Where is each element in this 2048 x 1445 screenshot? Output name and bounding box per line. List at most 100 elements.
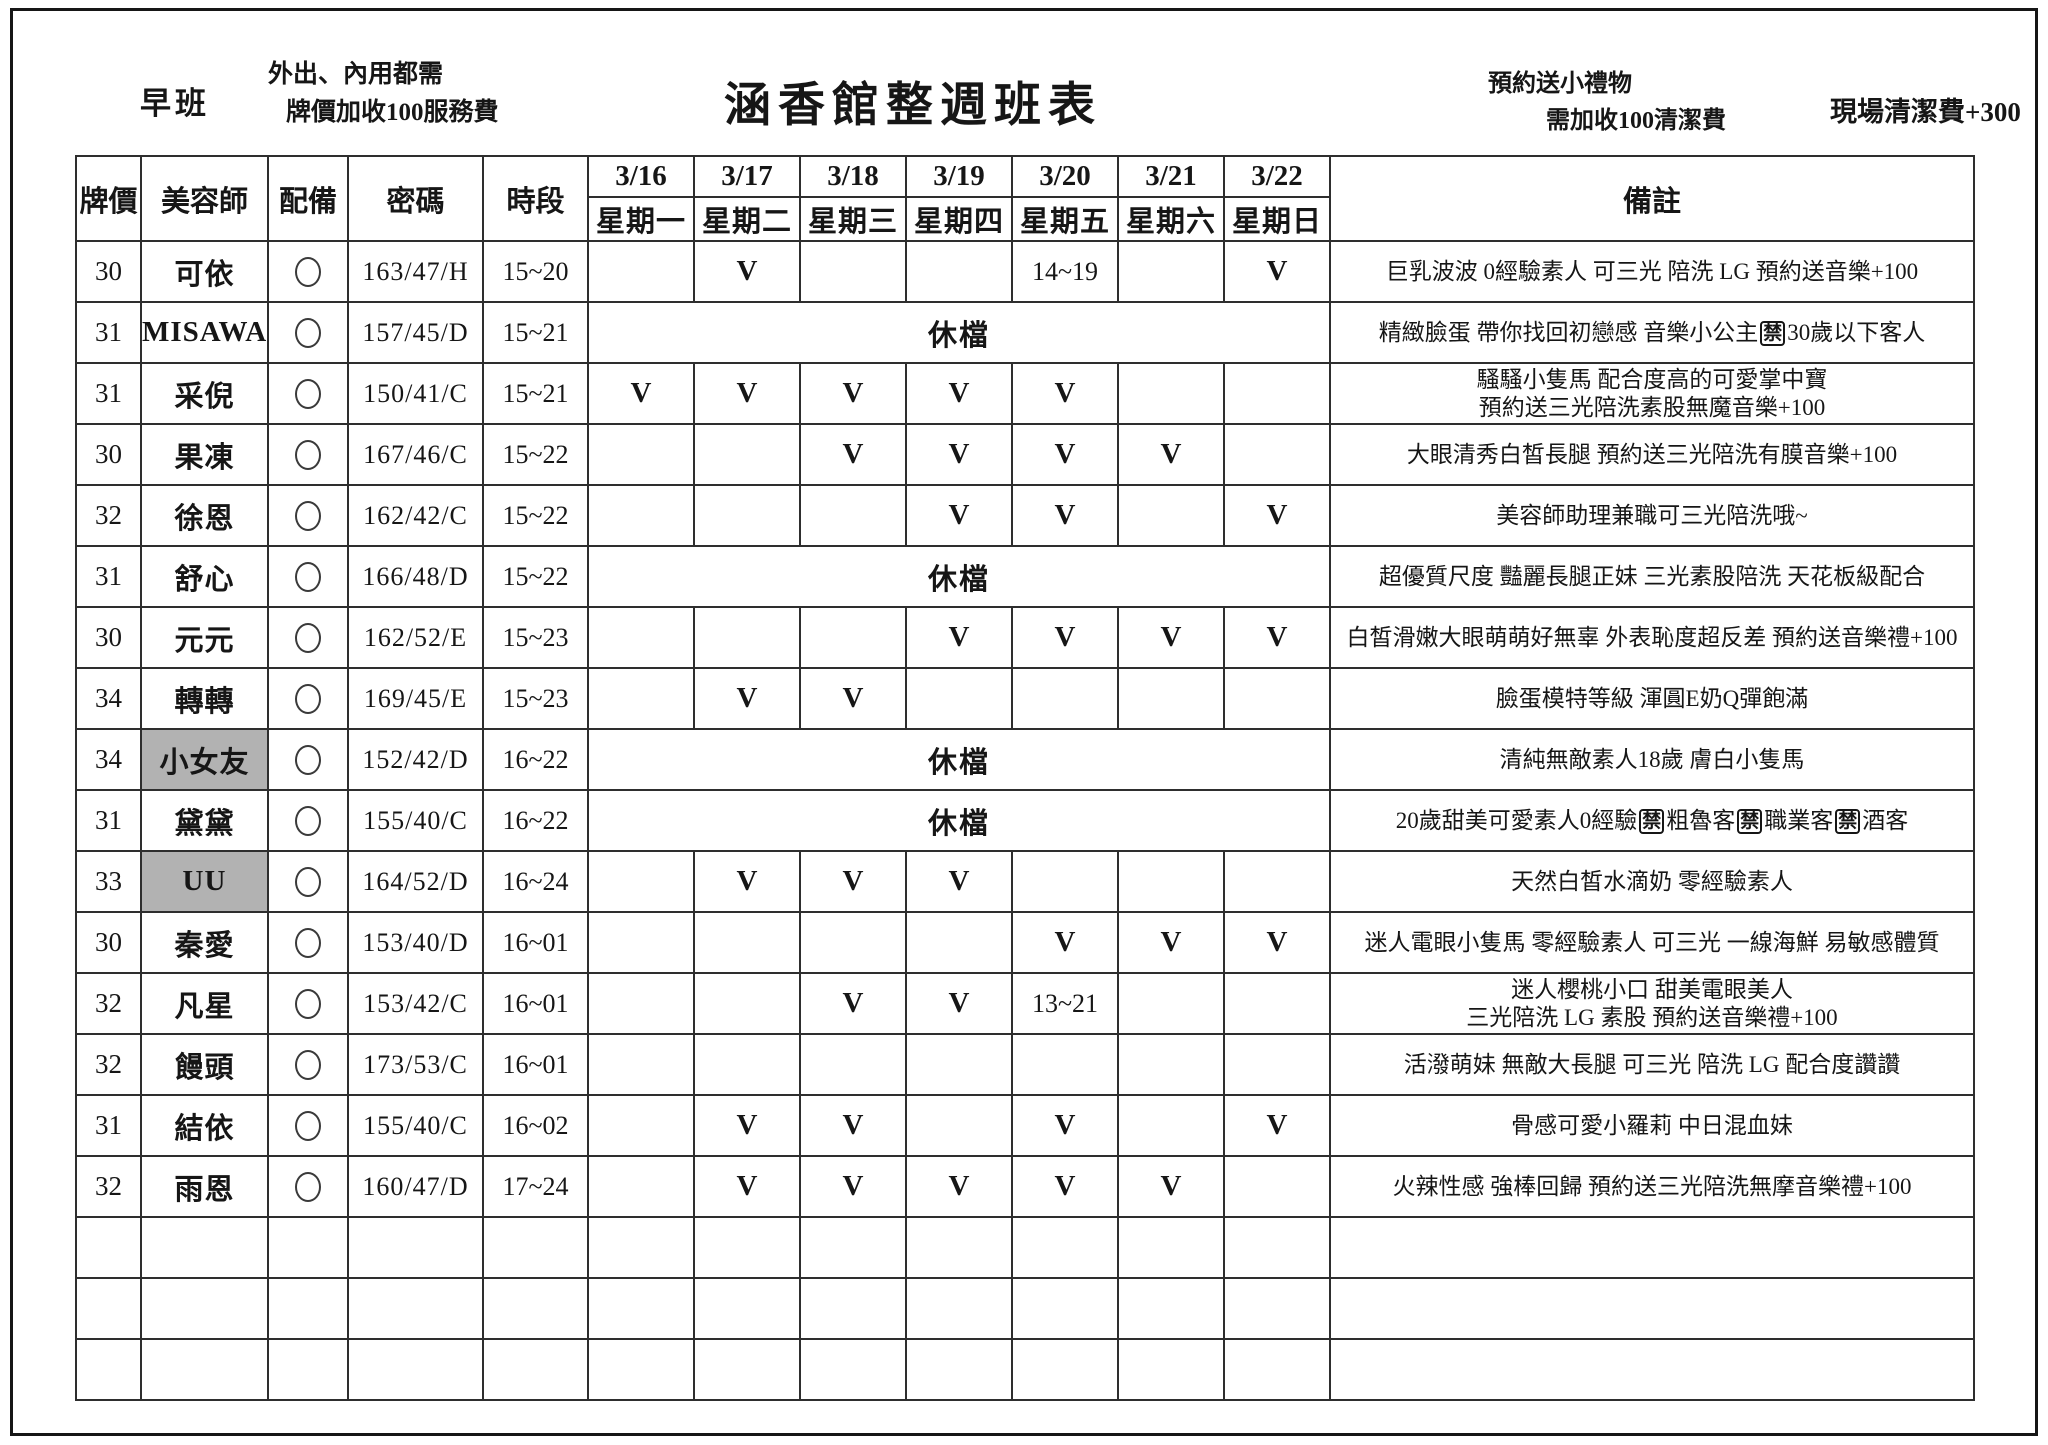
day-cell: 13~21 (1011, 972, 1119, 1035)
beautician-name-cell: 秦愛 (140, 911, 269, 974)
day-header-weekday: 星期一 (587, 196, 695, 242)
empty-cell (799, 1338, 907, 1401)
day-cell (799, 240, 907, 303)
col-header-price: 牌價 (75, 155, 142, 242)
code-cell: 164/52/D (347, 850, 484, 913)
remark-cell: 活潑萌妹 無敵大長腿 可三光 陪洗 LG 配合度讚讚 (1329, 1033, 1975, 1096)
day-cell: V (1011, 1094, 1119, 1157)
table-body: 30 可依 163/47/H 15~20 V 14~19 V 巨乳波波 0經驗素人 可三光 陪… (75, 240, 1975, 1401)
time-cell: 16~24 (482, 850, 589, 913)
service-fee-note-line2: 牌價加收100服務費 (286, 99, 499, 126)
day-cell: V (1117, 423, 1225, 486)
day-cell: V (905, 850, 1013, 913)
price-cell: 30 (75, 606, 142, 669)
equipment-cell (267, 1094, 349, 1157)
empty-cell (693, 1338, 801, 1401)
price-cell: 30 (75, 911, 142, 974)
day-cell (587, 1155, 695, 1218)
remark-line: 超優質尺度 豔麗長腿正妹 三光素股陪洗 天花板級配合 (1378, 563, 1926, 589)
check-mark: V (1054, 1170, 1076, 1202)
check-mark: V (842, 682, 864, 714)
table-row: 30 元元 162/52/E 15~23 V V V V 白皙滑嫩大眼萌萌好無辜 外表恥度超反差… (75, 606, 1975, 669)
check-mark: V (842, 987, 864, 1019)
day-cell (799, 484, 907, 547)
check-mark: V (842, 1170, 864, 1202)
day-cell (587, 667, 695, 730)
day-cell: V (1011, 911, 1119, 974)
day-cell (1223, 1155, 1331, 1218)
empty-cell (267, 1277, 349, 1340)
beautician-name-cell: 元元 (140, 606, 269, 669)
empty-cell (1223, 1338, 1331, 1401)
remark-cell: 火辣性感 強棒回歸 預約送三光陪洗無摩音樂禮+100 (1329, 1155, 1975, 1218)
time-cell: 16~02 (482, 1094, 589, 1157)
code-cell: 173/53/C (347, 1033, 484, 1096)
check-mark: V (736, 377, 758, 409)
day-header-weekday: 星期日 (1223, 196, 1331, 242)
day-cell (587, 240, 695, 303)
time-cell: 16~01 (482, 972, 589, 1035)
remark-cell: 精緻臉蛋 帶你找回初戀感 音樂小公主禁 30歲以下客人 (1329, 301, 1975, 364)
time-cell: 16~01 (482, 911, 589, 974)
check-mark: V (1054, 377, 1076, 409)
empty-cell (1329, 1338, 1975, 1401)
remark-line: 騷騷小隻馬 配合度高的可愛掌中寶 (1476, 366, 1828, 392)
day-cell (587, 1094, 695, 1157)
circle-icon (295, 622, 321, 653)
equipment-cell (267, 423, 349, 486)
day-cell: V (905, 362, 1013, 425)
day-cell (1011, 1033, 1119, 1096)
day-cell: V (1011, 362, 1119, 425)
circle-icon (295, 378, 321, 409)
code-cell: 152/42/D (347, 728, 484, 791)
day-cell: V (799, 850, 907, 913)
beautician-name-cell: 凡星 (140, 972, 269, 1035)
remark-cell: 清純無敵素人18歲 膚白小隻馬 (1329, 728, 1975, 791)
beautician-name-cell: 果凍 (140, 423, 269, 486)
circle-icon (295, 439, 321, 470)
remark-line: 火辣性感 強棒回歸 預約送三光陪洗無摩音樂禮+100 (1392, 1173, 1912, 1199)
remark-cell: 臉蛋模特等級 渾圓E奶Q彈飽滿 (1329, 667, 1975, 730)
day-cell: V (1011, 606, 1119, 669)
circle-icon (295, 1049, 321, 1080)
day-cell (905, 911, 1013, 974)
check-mark: V (842, 438, 864, 470)
price-cell: 32 (75, 484, 142, 547)
day-cell: V (1117, 606, 1225, 669)
day-cell: 14~19 (1011, 240, 1119, 303)
empty-row (75, 1338, 1975, 1401)
equipment-cell (267, 240, 349, 303)
day-cell (1223, 362, 1331, 425)
day-cell: V (799, 423, 907, 486)
code-cell: 162/42/C (347, 484, 484, 547)
equipment-cell (267, 606, 349, 669)
circle-icon (295, 866, 321, 897)
check-mark: V (1266, 499, 1288, 531)
day-header-weekday: 星期六 (1117, 196, 1225, 242)
equipment-cell (267, 484, 349, 547)
remark-line: 20歲甜美可愛素人0經驗禁粗魯客禁職業客禁酒客 (1395, 807, 1909, 834)
check-mark: V (736, 865, 758, 897)
equipment-cell (267, 301, 349, 364)
equipment-cell (267, 789, 349, 852)
day-cell: V (1011, 1155, 1119, 1218)
empty-cell (693, 1216, 801, 1279)
code-cell: 169/45/E (347, 667, 484, 730)
remark-line: 迷人電眼小隻馬 零經驗素人 可三光 一線海鮮 易敏感體質 (1364, 929, 1940, 955)
table-row: 31 采倪 150/41/C 15~21 V V V V V 騷騷小隻馬 配合度高的可愛掌中寶 預約… (75, 362, 1975, 425)
day-cell: V (799, 667, 907, 730)
circle-icon (295, 256, 321, 287)
equipment-cell (267, 850, 349, 913)
circle-icon (295, 561, 321, 592)
empty-cell (140, 1216, 269, 1279)
empty-cell (1117, 1338, 1225, 1401)
beautician-name-cell: UU (140, 850, 269, 913)
remark-cell: 天然白皙水滴奶 零經驗素人 (1329, 850, 1975, 913)
remark-line: 天然白皙水滴奶 零經驗素人 (1511, 868, 1793, 894)
remark-line: 三光陪洗 LG 素股 預約送音樂禮+100 (1466, 1004, 1838, 1030)
day-cell (587, 911, 695, 974)
time-cell: 15~21 (482, 301, 589, 364)
code-cell: 157/45/D (347, 301, 484, 364)
day-cell (799, 1033, 907, 1096)
empty-cell (1223, 1216, 1331, 1279)
